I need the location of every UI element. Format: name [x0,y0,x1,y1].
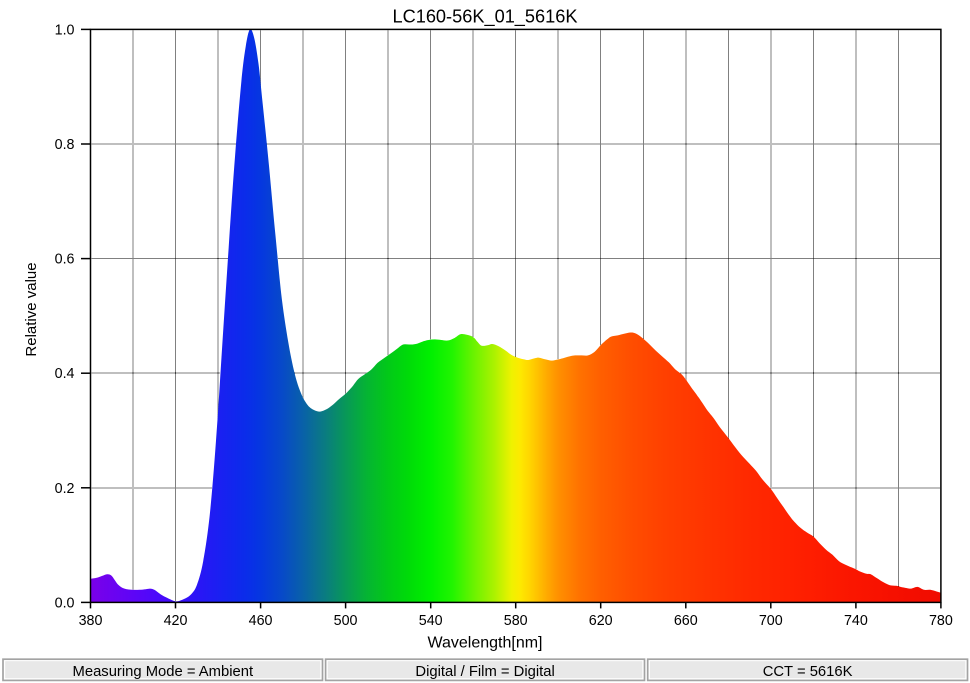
svg-text:580: 580 [504,613,528,629]
svg-text:CCT = 5616K: CCT = 5616K [763,664,853,680]
svg-text:0.8: 0.8 [55,137,75,153]
svg-text:1.0: 1.0 [55,22,75,38]
svg-text:Wavelength[nm]: Wavelength[nm] [427,635,542,652]
svg-text:Relative value: Relative value [23,262,40,356]
svg-text:Digital / Film = Digital: Digital / Film = Digital [415,664,554,680]
svg-text:740: 740 [844,613,868,629]
svg-text:500: 500 [334,613,358,629]
svg-text:0.2: 0.2 [55,481,75,497]
svg-text:700: 700 [759,613,783,629]
svg-text:LC160-56K_01_5616K: LC160-56K_01_5616K [392,6,577,27]
svg-text:380: 380 [79,613,103,629]
svg-text:780: 780 [929,613,953,629]
svg-text:660: 660 [674,613,698,629]
svg-text:620: 620 [589,613,613,629]
svg-text:460: 460 [249,613,273,629]
svg-text:0.4: 0.4 [55,366,75,382]
svg-text:420: 420 [164,613,188,629]
svg-text:Measuring Mode = Ambient: Measuring Mode = Ambient [73,664,254,680]
svg-text:0.0: 0.0 [55,595,75,611]
svg-text:0.6: 0.6 [55,252,75,268]
svg-text:540: 540 [419,613,443,629]
